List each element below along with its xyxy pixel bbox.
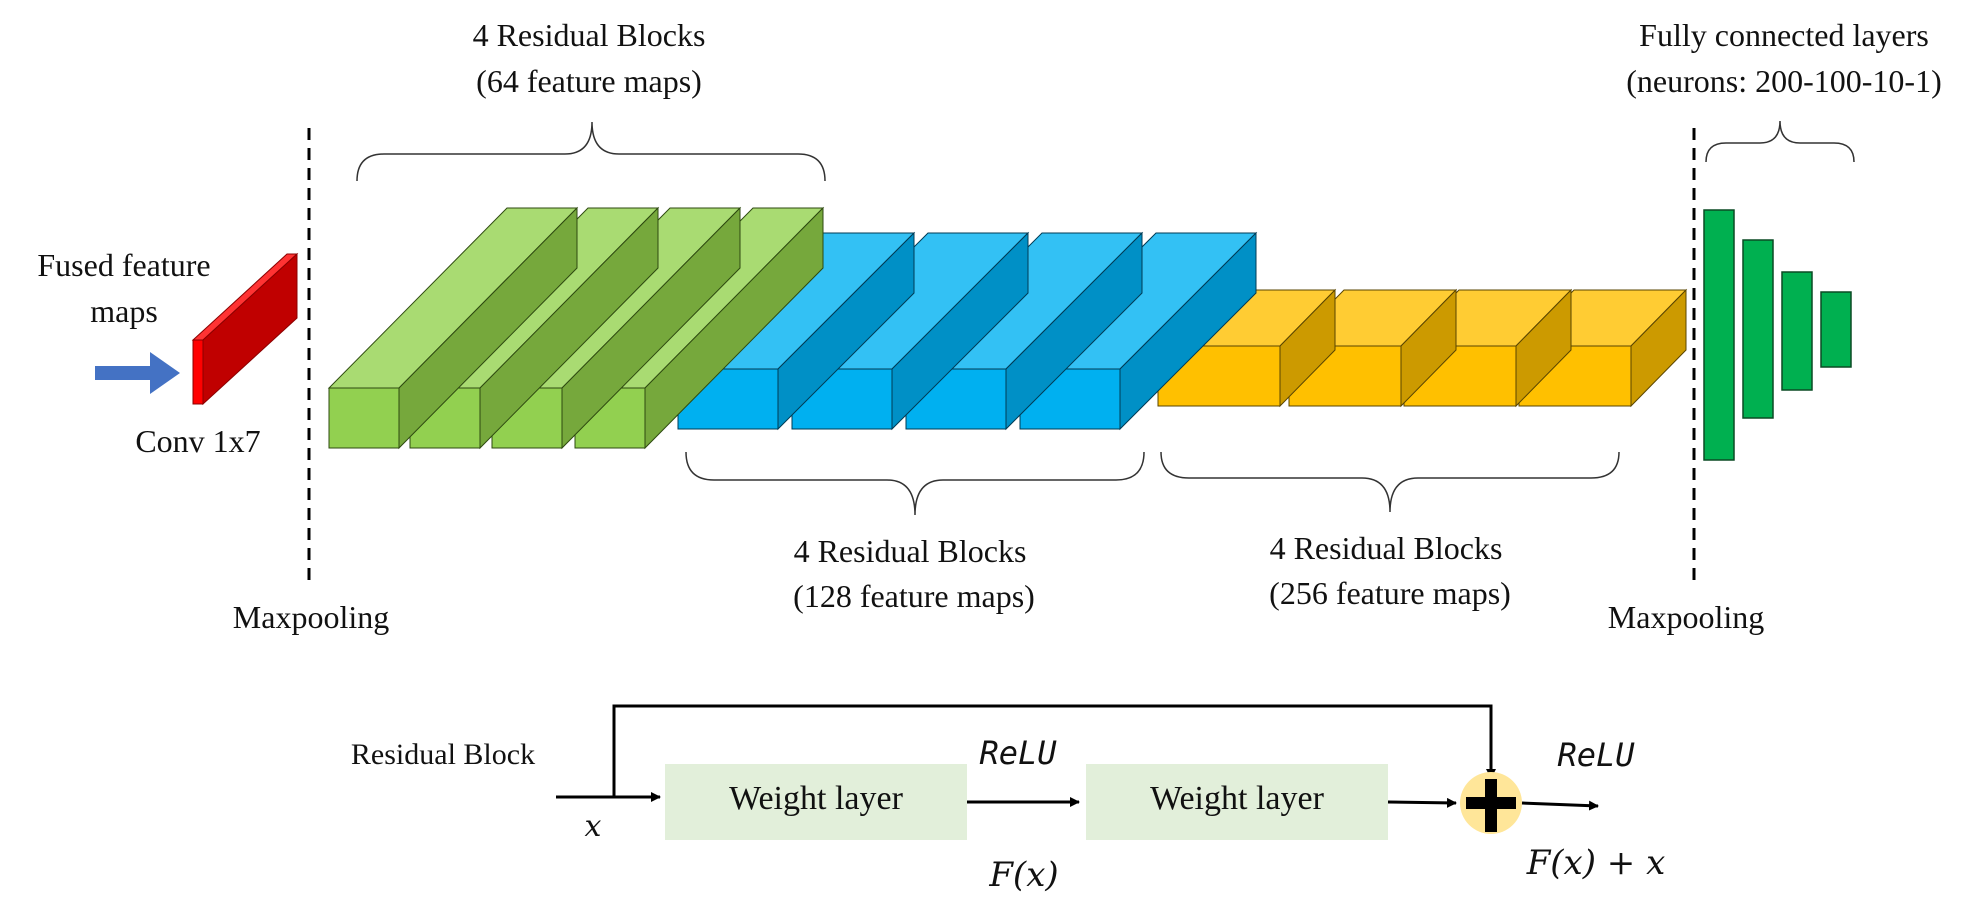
block-group-256 bbox=[1156, 288, 1688, 408]
fc-layer-10 bbox=[1781, 271, 1813, 391]
conv-block bbox=[191, 252, 299, 406]
group256-title: 4 Residual Blocks bbox=[1270, 530, 1503, 566]
fc-layers bbox=[1703, 209, 1852, 461]
relu-label-2: ReLU bbox=[1557, 736, 1635, 774]
weight-layer-2-label: Weight layer bbox=[1150, 780, 1324, 817]
brace-group-64 bbox=[356, 121, 826, 182]
group64-subtitle: (64 feature maps) bbox=[476, 63, 702, 99]
input-x-label: x bbox=[585, 809, 602, 844]
maxpool-label-left: Maxpooling bbox=[233, 599, 389, 635]
output-label: F(x) + x bbox=[1526, 843, 1666, 883]
group64-title: 4 Residual Blocks bbox=[473, 17, 706, 53]
fused-label-line1: Fused feature bbox=[37, 247, 210, 283]
residual-block-title: Residual Block bbox=[351, 738, 535, 771]
output-line bbox=[1521, 800, 1599, 811]
fused-label-line2: maps bbox=[90, 293, 158, 329]
fc-layer-200 bbox=[1703, 209, 1735, 461]
conv-label: Conv 1x7 bbox=[135, 423, 260, 459]
fc-layer-100 bbox=[1742, 239, 1774, 419]
sum-input-line bbox=[1387, 797, 1457, 808]
group128-title: 4 Residual Blocks bbox=[794, 533, 1027, 569]
fc-subtitle: (neurons: 200-100-10-1) bbox=[1626, 63, 1941, 99]
group256-subtitle: (256 feature maps) bbox=[1269, 575, 1511, 611]
weight-layer-1-label: Weight layer bbox=[729, 780, 903, 817]
group128-subtitle: (128 feature maps) bbox=[793, 578, 1035, 614]
brace-group-128 bbox=[685, 451, 1145, 516]
block-group-64 bbox=[327, 206, 825, 450]
fc-layer-1 bbox=[1820, 291, 1852, 368]
skip-connection-line bbox=[612, 704, 1496, 797]
weight-layer-2 bbox=[1086, 764, 1388, 840]
weight-layer-1 bbox=[665, 764, 967, 840]
residual-block-diagram: Residual Block Weight layer Weight layer… bbox=[351, 704, 1666, 895]
residual-block-64-1 bbox=[327, 206, 579, 450]
relu-label-1: ReLU bbox=[979, 734, 1057, 772]
input-arrow-icon bbox=[95, 352, 180, 394]
fc-title: Fully connected layers bbox=[1639, 17, 1929, 53]
fx-label: F(x) bbox=[988, 855, 1058, 895]
brace-fc bbox=[1705, 120, 1855, 163]
plus-icon-v bbox=[1485, 779, 1497, 832]
brace-group-256 bbox=[1160, 451, 1620, 513]
maxpool-label-right: Maxpooling bbox=[1608, 599, 1764, 635]
